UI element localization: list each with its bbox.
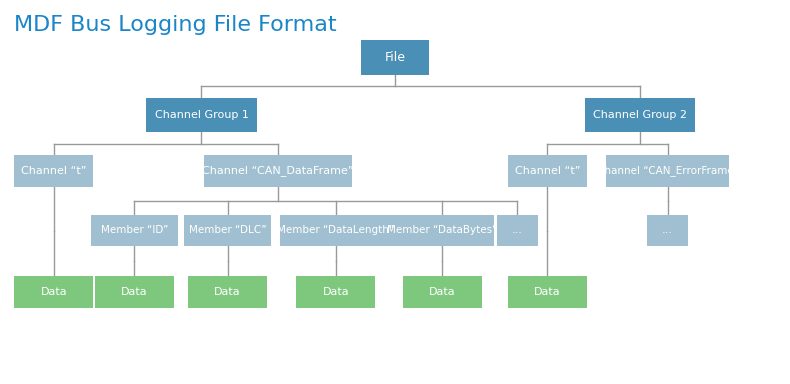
Text: Channel Group 2: Channel Group 2 (593, 110, 687, 120)
Text: Channel “CAN_ErrorFrame”: Channel “CAN_ErrorFrame” (596, 166, 739, 176)
Text: Member “ID”: Member “ID” (100, 225, 168, 235)
Text: Channel “t”: Channel “t” (515, 166, 580, 176)
Text: Data: Data (429, 287, 456, 297)
FancyBboxPatch shape (14, 276, 93, 308)
FancyBboxPatch shape (184, 215, 271, 246)
FancyBboxPatch shape (362, 40, 428, 75)
Text: Data: Data (40, 287, 67, 297)
FancyBboxPatch shape (585, 98, 695, 132)
FancyBboxPatch shape (607, 155, 728, 187)
Text: Data: Data (534, 287, 561, 297)
Text: ...: ... (512, 225, 523, 235)
FancyBboxPatch shape (508, 155, 587, 187)
FancyBboxPatch shape (280, 215, 391, 246)
Text: Member “DLC”: Member “DLC” (189, 225, 266, 235)
Text: MDF Bus Logging File Format: MDF Bus Logging File Format (14, 15, 337, 35)
FancyBboxPatch shape (204, 155, 352, 187)
Text: File: File (385, 51, 405, 64)
FancyBboxPatch shape (146, 98, 257, 132)
Text: Member “DataBytes”: Member “DataBytes” (387, 225, 498, 235)
Text: Data: Data (121, 287, 148, 297)
FancyBboxPatch shape (403, 276, 482, 308)
FancyBboxPatch shape (95, 276, 174, 308)
FancyBboxPatch shape (497, 215, 538, 246)
FancyBboxPatch shape (391, 215, 494, 246)
Text: ...: ... (662, 225, 673, 235)
FancyBboxPatch shape (296, 276, 375, 308)
FancyBboxPatch shape (91, 215, 178, 246)
Text: Data: Data (322, 287, 349, 297)
Text: Data: Data (214, 287, 241, 297)
FancyBboxPatch shape (14, 155, 93, 187)
FancyBboxPatch shape (188, 276, 267, 308)
FancyBboxPatch shape (508, 276, 587, 308)
Text: Member “DataLength”: Member “DataLength” (277, 225, 394, 235)
Text: Channel “t”: Channel “t” (21, 166, 86, 176)
FancyBboxPatch shape (647, 215, 688, 246)
Text: Channel Group 1: Channel Group 1 (155, 110, 248, 120)
Text: Channel “CAN_DataFrame”: Channel “CAN_DataFrame” (202, 166, 354, 176)
